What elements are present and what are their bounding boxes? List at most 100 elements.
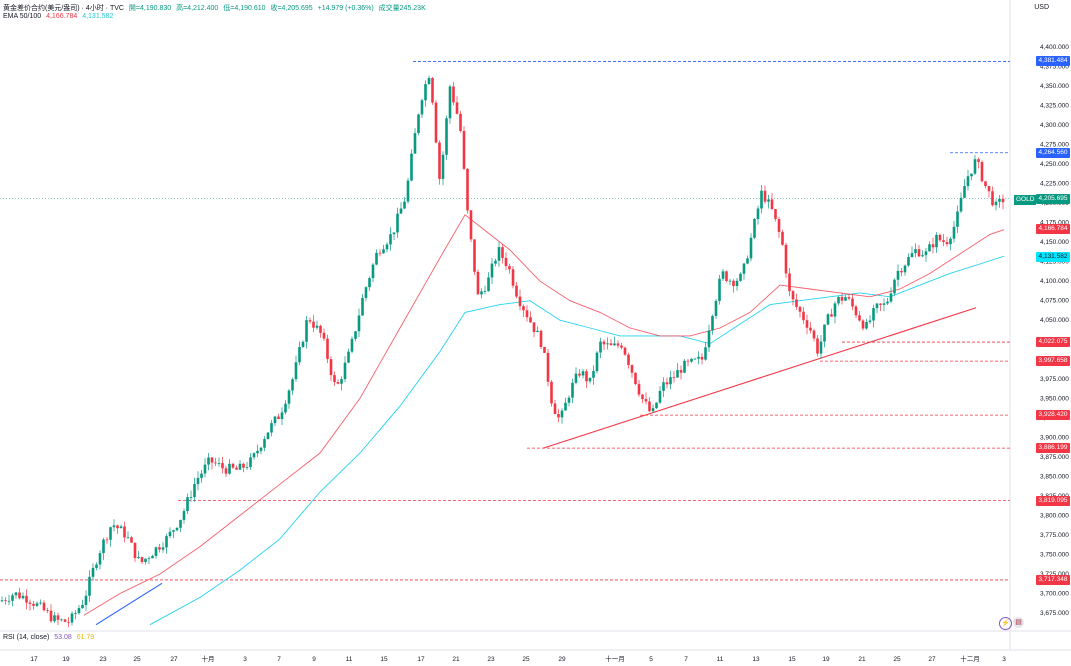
candle-body (770, 199, 774, 210)
candle (105, 537, 109, 544)
candle-body (396, 213, 399, 233)
candle-body (802, 311, 805, 321)
candle-body (119, 526, 123, 529)
candle (252, 451, 256, 460)
y-tick-label: 4,250.000 (1040, 161, 1069, 168)
y-tick-label: 3,850.000 (1040, 473, 1069, 480)
candle (907, 253, 910, 267)
candle-body (942, 240, 945, 243)
y-tick-label: 3,775.000 (1040, 532, 1069, 539)
candle-body (826, 314, 830, 325)
candle-body (931, 244, 935, 248)
x-tick-label: 十一月 (605, 654, 625, 663)
x-tick-label: 27 (928, 656, 936, 663)
candle-body (763, 190, 767, 202)
candle-body (200, 473, 203, 478)
candle (938, 233, 942, 242)
y-tick-label: 4,125.000 (1040, 259, 1069, 266)
candle-body (112, 525, 116, 528)
us-flag-icon[interactable]: ▤ (1013, 617, 1024, 628)
candle-body (263, 439, 266, 448)
candle-body (728, 280, 732, 282)
candle (291, 377, 294, 395)
ema100-line (149, 255, 1005, 626)
candle (672, 371, 676, 383)
candle-body (676, 370, 679, 378)
candle (886, 297, 889, 306)
candle (802, 306, 805, 324)
candle (515, 282, 518, 299)
candle-body (749, 237, 753, 259)
candle-body (861, 320, 865, 329)
candle (431, 76, 434, 105)
candle (361, 294, 364, 316)
candle (144, 558, 147, 565)
ema-legend[interactable]: EMA 50/100 4,166.784 4,131.582 (3, 13, 116, 20)
candle (742, 262, 746, 280)
y-tick-label: 3,875.000 (1040, 454, 1069, 461)
candle (273, 415, 277, 426)
candle-body (88, 576, 91, 596)
y-tick-label: 3,950.000 (1040, 395, 1069, 402)
candle-body (368, 278, 371, 288)
candle-body (956, 211, 959, 227)
candle (854, 304, 858, 318)
candle-body (291, 379, 294, 391)
candle-body (588, 377, 592, 382)
rsi-legend[interactable]: RSI (14, close) 53.08 61.79 (3, 634, 94, 641)
change-value: +14.979 (+0.36%) (317, 5, 374, 12)
y-tick-label: 3,700.000 (1040, 590, 1069, 597)
candle-body (809, 327, 812, 331)
candle (459, 110, 462, 133)
candle-body (350, 338, 354, 352)
candle-body (539, 330, 543, 347)
candle-body (385, 244, 389, 250)
candle-body (963, 186, 966, 198)
candle-body (161, 547, 165, 550)
candle (613, 336, 616, 347)
candle-body (830, 314, 833, 317)
candle-body (273, 416, 277, 424)
candle (245, 461, 249, 470)
candle (725, 270, 728, 283)
candle (189, 490, 193, 502)
candle-body (980, 161, 984, 182)
x-tick-label: 3 (1002, 656, 1006, 663)
candle (340, 376, 343, 391)
candle (949, 236, 952, 251)
candle-body (592, 371, 595, 378)
candle-body (480, 291, 483, 295)
volume-value: 成交量245.23K (378, 5, 426, 12)
candle (991, 186, 994, 207)
candle (98, 550, 102, 570)
candle (63, 618, 67, 623)
candle (424, 80, 427, 107)
candle-body (693, 358, 697, 360)
candle (476, 269, 480, 295)
candle (700, 353, 704, 365)
low-value: 低=4,190.610 (223, 5, 266, 12)
candle (760, 185, 763, 214)
candle (39, 599, 42, 605)
candle-body (403, 201, 406, 209)
y-tick-label: 4,350.000 (1040, 83, 1069, 90)
candle-body (581, 371, 585, 376)
lightning-icon[interactable]: ⚡ (999, 617, 1012, 630)
candle-body (172, 530, 175, 532)
candle-body (53, 615, 56, 622)
candle-body (928, 244, 931, 252)
y-tick-label: 4,100.000 (1040, 278, 1069, 285)
candle (532, 322, 536, 338)
candle (161, 542, 165, 553)
candle-body (609, 343, 613, 346)
candle (123, 521, 126, 543)
candle (49, 604, 53, 623)
candle-body (571, 382, 574, 398)
candle (588, 377, 592, 384)
candle-body (238, 463, 242, 470)
candle-body (805, 320, 809, 328)
candle (14, 591, 18, 599)
candle (448, 84, 452, 124)
candle-body (14, 592, 18, 596)
